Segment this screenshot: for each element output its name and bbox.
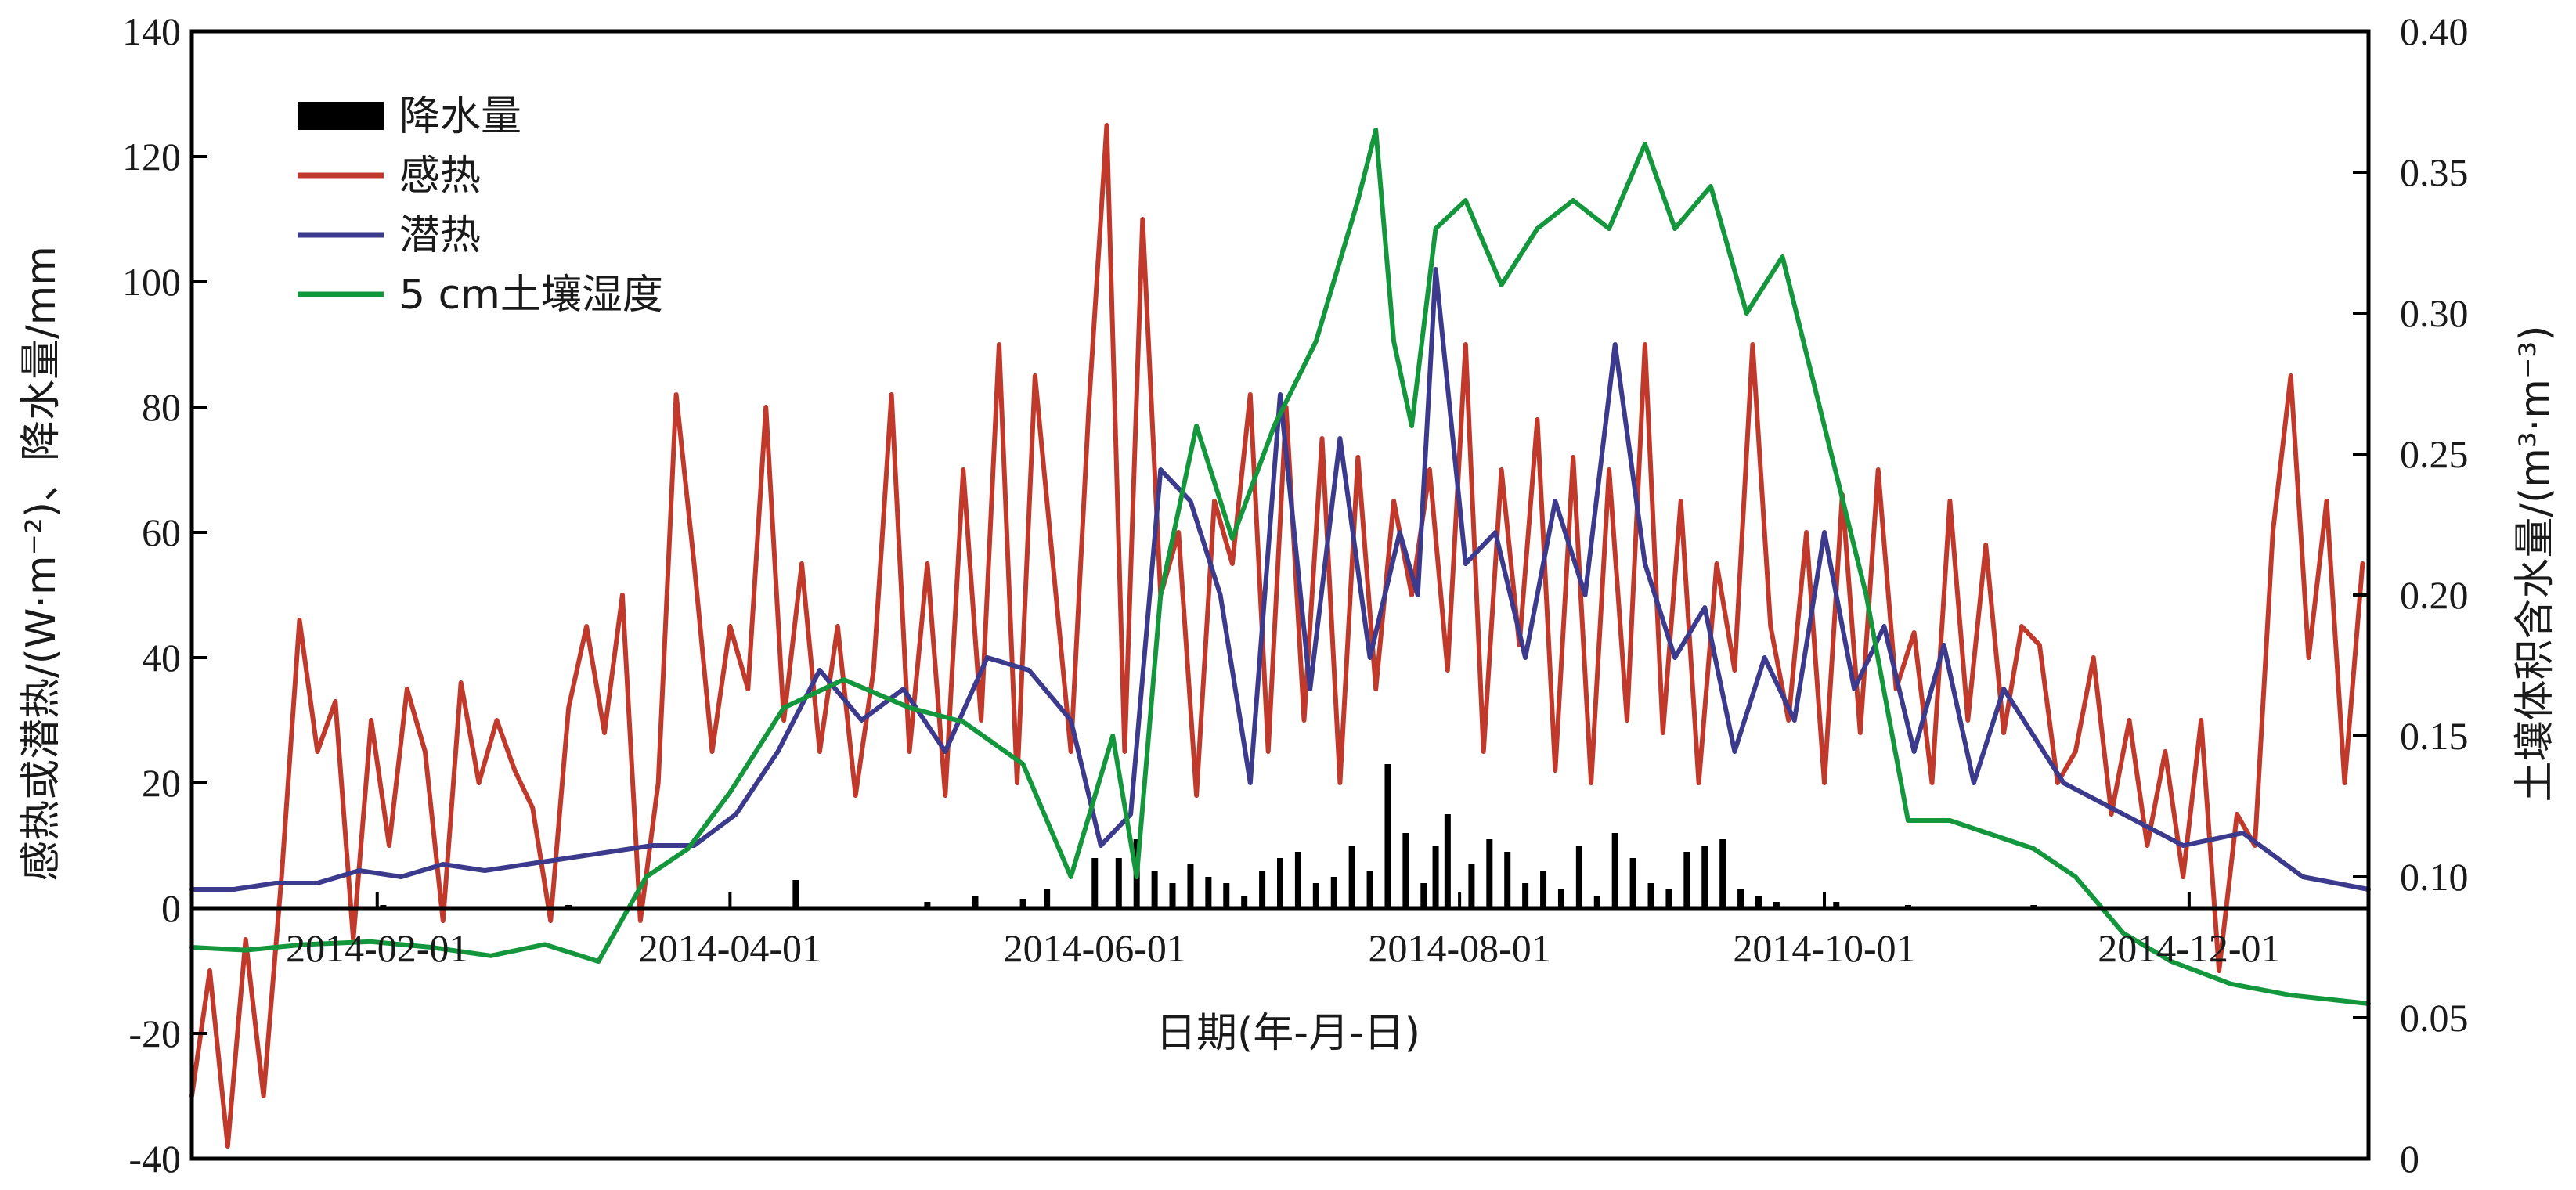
precipitation-bar <box>1205 877 1212 908</box>
series-lines <box>189 123 2371 1149</box>
left-y-tick-label: 40 <box>142 636 181 680</box>
left-y-tick-label: -40 <box>128 1137 181 1181</box>
x-tick-label: 2014-06-01 <box>1004 926 1186 970</box>
precipitation-bar <box>1223 883 1230 908</box>
right-y-tick-label: 0.15 <box>2400 714 2469 758</box>
left-y-tick-label: 0 <box>161 886 181 930</box>
left-y-tick-label: 60 <box>142 510 181 554</box>
right-y-tick-label: 0.20 <box>2400 573 2469 617</box>
soil-moisture-5cm-line <box>189 128 2371 1006</box>
x-tick-label: 2014-10-01 <box>1733 926 1915 970</box>
x-axis-title: 日期(年-月-日) <box>1156 1010 1420 1057</box>
left-y-tick-label: -20 <box>128 1012 181 1055</box>
precipitation-bar <box>1647 883 1654 908</box>
precipitation-bar <box>1277 858 1283 908</box>
precipitation-bar <box>1169 883 1176 908</box>
right-y-tick-label: 0.40 <box>2400 9 2469 53</box>
latent-heat-line <box>189 267 2371 892</box>
precipitation-bar <box>1294 852 1301 908</box>
precipitation-bar <box>1575 846 1582 908</box>
precipitation-bar <box>1683 852 1690 908</box>
precipitation-bar <box>1312 883 1319 908</box>
precipitation-bar <box>1091 858 1099 908</box>
precipitation-bar <box>1330 877 1337 908</box>
precipitation-bar <box>1593 896 1600 908</box>
right-y-axis-title: 土壤体积含水量/(m³·m⁻³) <box>2512 325 2559 802</box>
precipitation-bar <box>1402 833 1409 908</box>
precipitation-bar <box>792 880 799 908</box>
left-y-axis-title: 感热或潜热/(W·m⁻²)、降水量/mm <box>18 246 65 882</box>
left-y-tick-label: 120 <box>122 135 181 178</box>
precipitation-bars <box>380 764 2037 908</box>
precipitation-bar <box>1019 899 1026 908</box>
right-y-tick-label: 0.25 <box>2400 432 2469 476</box>
left-y-tick-label: 140 <box>122 9 181 53</box>
x-tick-label: 2014-04-01 <box>639 926 821 970</box>
axes <box>189 29 2371 1161</box>
precipitation-bar <box>1719 839 1726 908</box>
precipitation-bar <box>1420 883 1427 908</box>
left-y-tick-label: 20 <box>142 761 181 805</box>
precipitation-bar <box>1504 852 1511 908</box>
right-y-tick-labels: 0 0.05 0.10 0.15 0.20 0.25 0.30 0.35 0.40 <box>2400 9 2469 1181</box>
x-tick-label: 2014-08-01 <box>1368 926 1550 970</box>
precipitation-bar <box>1773 902 1780 908</box>
legend-label: 降水量 <box>399 93 521 140</box>
precipitation-bar <box>1384 764 1391 908</box>
x-tick-label: 2014-02-01 <box>286 926 468 970</box>
precipitation-bar <box>1468 864 1475 908</box>
legend-swatch-precipitation <box>298 102 384 130</box>
precipitation-bar <box>1522 883 1529 908</box>
precipitation-bar <box>1737 889 1744 908</box>
precipitation-bar <box>972 896 979 908</box>
precipitation-bar <box>1115 858 1122 908</box>
precipitation-bar <box>1755 896 1762 908</box>
precipitation-bar <box>1665 889 1672 908</box>
precipitation-bar <box>1187 864 1194 908</box>
left-y-tick-labels: -40 -20 0 20 40 60 80 100 120 140 <box>122 9 181 1181</box>
precipitation-bar <box>1366 871 1373 908</box>
legend-label: 5 cm土壤湿度 <box>399 272 663 319</box>
precipitation-bar <box>1557 889 1564 908</box>
right-y-tick-label: 0.30 <box>2400 291 2469 335</box>
right-y-tick-label: 0.35 <box>2400 150 2469 194</box>
precipitation-bar <box>1701 846 1708 908</box>
precipitation-bar <box>924 902 931 908</box>
precipitation-bar <box>1259 871 1266 908</box>
precipitation-bar <box>1432 846 1439 908</box>
precipitation-bar <box>1486 839 1493 908</box>
x-tick-labels: 2014-02-01 2014-04-01 2014-06-01 2014-08-01… <box>286 926 2280 970</box>
precipitation-bar <box>1241 896 1248 908</box>
precipitation-bar <box>1611 833 1618 908</box>
precipitation-bar <box>1044 889 1051 908</box>
right-y-tick-label: 0.10 <box>2400 855 2469 899</box>
legend-label: 潜热 <box>399 212 481 259</box>
left-y-tick-label: 100 <box>122 260 181 304</box>
precipitation-bar <box>1629 858 1636 908</box>
precipitation-bar <box>1348 846 1355 908</box>
precipitation-bar <box>1444 814 1451 908</box>
x-tick-label: 2014-12-01 <box>2098 926 2280 970</box>
right-y-tick-label: 0 <box>2400 1137 2419 1181</box>
precipitation-bar <box>1833 902 1840 908</box>
precipitation-bar <box>1540 871 1547 908</box>
plot-frame <box>189 29 2371 1161</box>
left-y-tick-label: 80 <box>142 385 181 429</box>
right-y-tick-label: 0.05 <box>2400 996 2469 1040</box>
legend-label: 感热 <box>399 153 481 200</box>
precipitation-bar <box>1151 871 1158 908</box>
